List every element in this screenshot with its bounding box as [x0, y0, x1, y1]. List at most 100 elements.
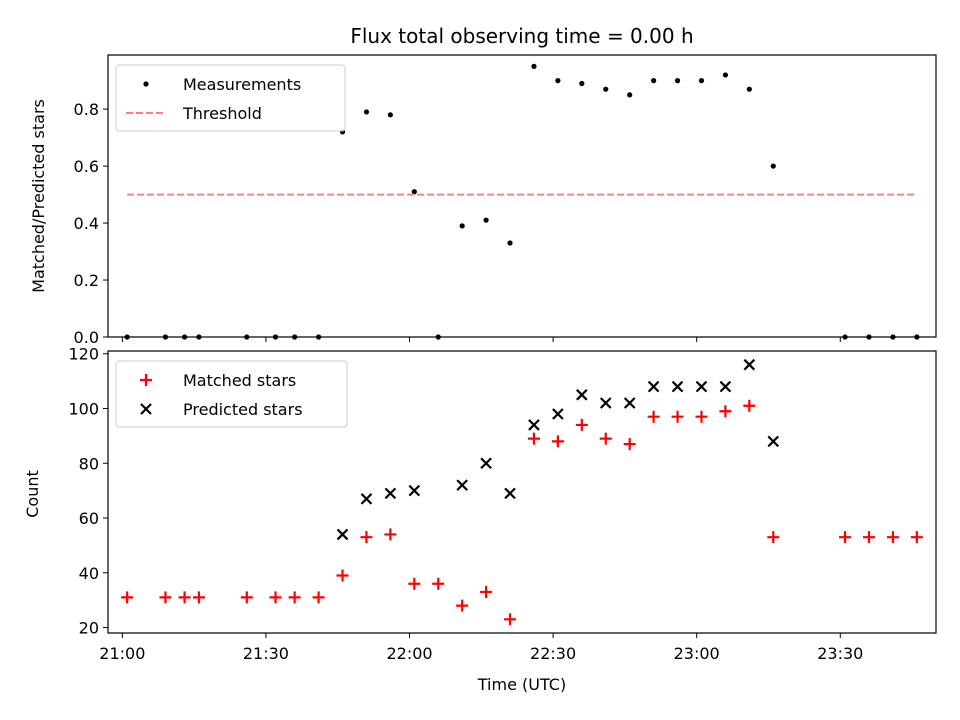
matched-star-point: [288, 591, 301, 604]
top-y-tick-label: 0.6: [74, 157, 99, 176]
measurement-point: [459, 223, 465, 229]
top-y-tick-label: 0.2: [74, 271, 99, 290]
predicted-star-point: [408, 484, 421, 497]
legend-predicted-label: Predicted stars: [183, 400, 303, 419]
legend-threshold-label: Threshold: [182, 104, 262, 123]
predicted-star-point: [360, 493, 373, 505]
measurement-point: [890, 334, 896, 340]
legend-matched-marker: [140, 374, 152, 386]
predicted-star-point: [480, 457, 492, 470]
x-tick-label: 22:30: [530, 644, 576, 663]
predicted-star-point: [576, 389, 588, 401]
measurement-point: [698, 78, 705, 84]
matched-star-point: [178, 591, 191, 604]
matched-star-point: [312, 591, 325, 604]
measurement-point: [555, 78, 561, 84]
predicted-star-point: [671, 380, 684, 393]
top-y-tick-label: 0.8: [74, 100, 99, 119]
measurement-point: [507, 240, 513, 246]
bottom-legend: Matched stars Predicted stars: [115, 360, 348, 428]
matched-star-point: [527, 432, 540, 445]
predicted-star-point: [336, 528, 349, 541]
predicted-star-point: [504, 487, 516, 500]
matched-star-point: [599, 432, 612, 445]
top-legend: Measurements Threshold: [115, 64, 346, 132]
predicted-star-point: [647, 380, 660, 393]
matched-star-point: [269, 591, 282, 604]
measurement-point: [483, 217, 489, 223]
matched-star-point: [121, 591, 134, 604]
bottom-y-ticks: 20 40 60 80 100 120: [68, 345, 108, 638]
measurement-point: [770, 163, 776, 169]
predicted-star-point: [384, 487, 397, 500]
bottom-y-axis-label: Count: [23, 470, 42, 518]
measurement-point: [531, 63, 537, 69]
matched-star-point: [575, 418, 588, 431]
predicted-star-point: [528, 419, 540, 431]
legend-matched-label: Matched stars: [183, 371, 296, 390]
measurement-point: [842, 334, 848, 340]
bottom-y-tick-label: 80: [79, 454, 99, 473]
bottom-series: [121, 358, 923, 626]
matched-star-point: [192, 591, 205, 604]
x-tick-label: 23:00: [674, 644, 720, 663]
predicted-star-point: [767, 435, 780, 448]
bottom-y-tick-label: 60: [79, 509, 99, 528]
measurement-point: [411, 189, 417, 195]
measurement-point: [124, 334, 130, 340]
measurement-point: [196, 334, 202, 340]
measurement-point: [162, 334, 169, 340]
measurement-point: [579, 80, 585, 87]
x-tick-label: 23:30: [817, 644, 863, 663]
bottom-y-tick-label: 120: [68, 345, 99, 364]
legend-predicted-marker: [140, 403, 152, 415]
matched-star-point: [910, 531, 923, 544]
top-subplot: 0.00.20.40.60.8 Matched/Predicted stars …: [29, 54, 937, 347]
matched-star-point: [671, 410, 684, 423]
measurement-point: [674, 78, 681, 84]
measurement-point: [603, 86, 609, 92]
chart-title: Flux total observing time = 0.00 h: [350, 24, 693, 48]
matched-star-point: [456, 599, 469, 612]
matched-star-point: [767, 531, 780, 544]
top-x-ticks: [121, 337, 841, 342]
measurement-point: [272, 334, 279, 340]
measurement-point: [292, 334, 298, 340]
legend-measurements-label: Measurements: [183, 75, 301, 94]
matched-star-point: [647, 410, 660, 423]
bottom-legend-box: [115, 360, 348, 428]
matched-star-point: [504, 613, 517, 626]
measurement-point: [914, 334, 920, 340]
top-y-axis-label: Matched/Predicted stars: [29, 99, 48, 293]
predicted-star-point: [623, 397, 636, 409]
bottom-subplot: 20 40 60 80 100 120 21:00 21:30 22:00 22:30 23:00…: [23, 345, 937, 694]
measurement-point: [387, 112, 393, 118]
bottom-y-tick-label: 40: [79, 564, 99, 583]
matched-star-point: [839, 531, 852, 544]
measurement-point: [181, 334, 188, 340]
matched-star-point: [240, 591, 253, 604]
top-legend-box: [115, 64, 346, 132]
matched-star-point: [159, 591, 172, 604]
bottom-x-ticks: 21:00 21:30 22:00 22:30 23:00 23:30: [99, 633, 863, 663]
measurement-point: [315, 334, 322, 340]
predicted-star-point: [719, 380, 732, 393]
legend-measurements-marker: [143, 81, 149, 87]
measurement-point: [363, 109, 370, 115]
measurement-point: [866, 334, 872, 340]
predicted-star-point: [695, 380, 708, 393]
matched-star-point: [384, 528, 397, 541]
matched-star-point: [695, 410, 708, 423]
predicted-star-point: [599, 397, 612, 409]
matched-star-point: [719, 405, 732, 418]
x-tick-label: 22:00: [386, 644, 432, 663]
measurement-point: [746, 86, 752, 92]
x-tick-label: 21:00: [99, 644, 145, 663]
measurement-point: [651, 78, 657, 84]
matched-star-point: [623, 438, 636, 451]
measurement-point: [244, 334, 250, 340]
predicted-star-point: [552, 408, 564, 420]
measurement-point: [627, 92, 633, 98]
top-y-tick-label: 0.0: [74, 328, 99, 347]
